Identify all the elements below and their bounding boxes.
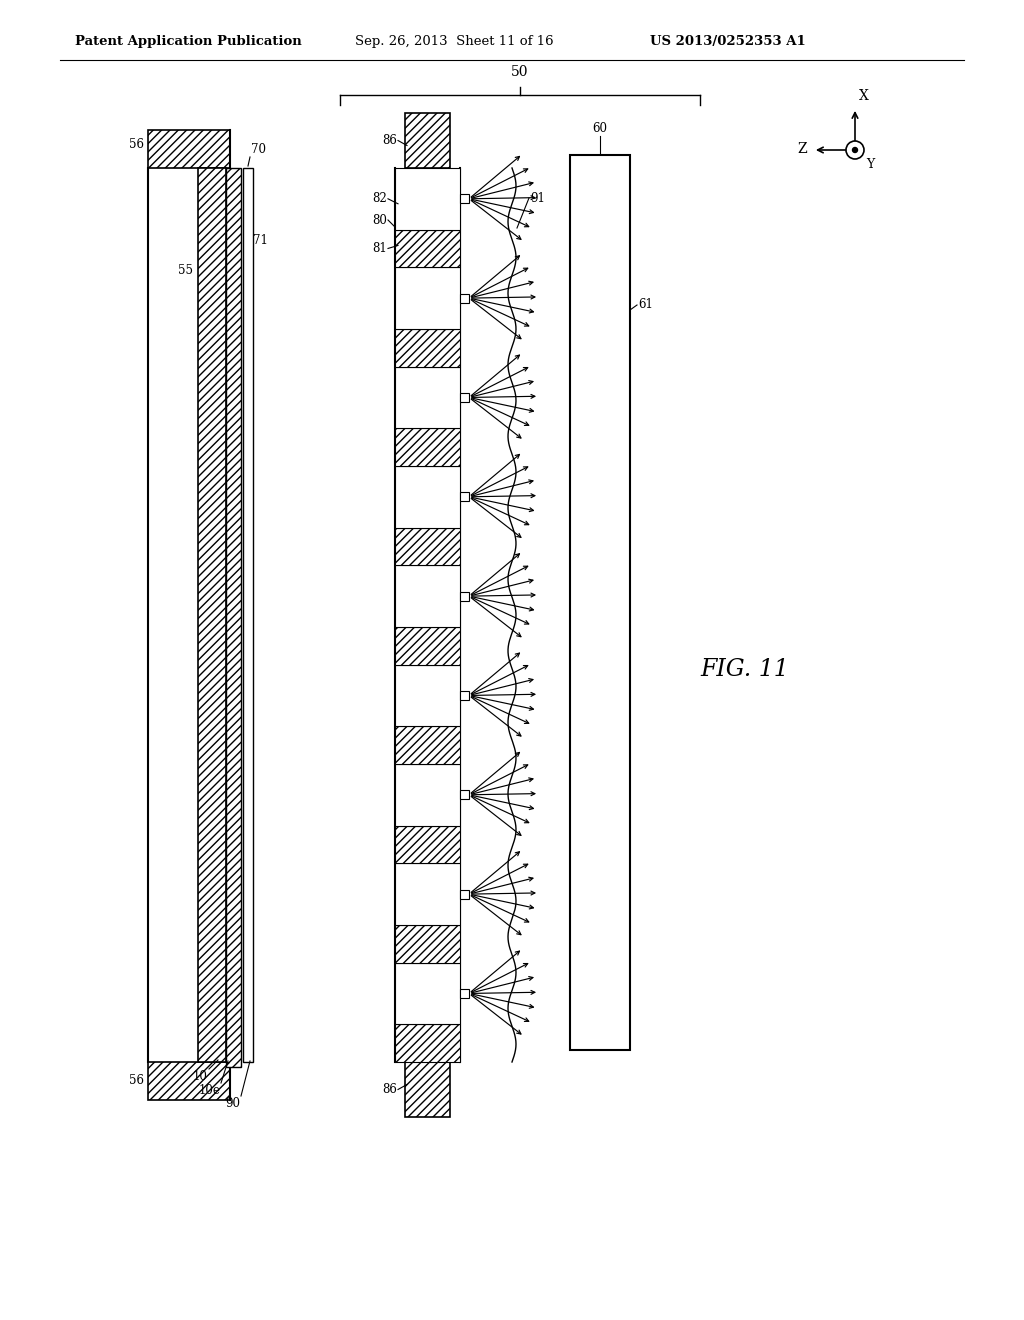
Bar — [570, 154, 630, 1049]
Bar — [198, 168, 226, 1063]
Text: Y: Y — [866, 158, 874, 172]
Bar — [460, 791, 469, 800]
Text: US 2013/0252353 A1: US 2013/0252353 A1 — [650, 36, 806, 49]
Bar — [395, 764, 460, 825]
Bar — [406, 114, 450, 168]
Bar — [460, 393, 469, 403]
Bar — [395, 230, 460, 268]
Bar — [395, 528, 460, 565]
Text: Sep. 26, 2013  Sheet 11 of 16: Sep. 26, 2013 Sheet 11 of 16 — [355, 36, 554, 49]
Bar — [395, 825, 460, 863]
Text: 80: 80 — [372, 214, 387, 227]
Bar — [460, 690, 469, 700]
Bar — [395, 329, 460, 367]
Bar — [460, 890, 469, 899]
Bar — [226, 168, 241, 1067]
Bar — [395, 726, 460, 764]
Text: 90: 90 — [225, 1097, 240, 1110]
Bar — [395, 962, 460, 1024]
Text: 86: 86 — [382, 1082, 397, 1096]
Bar — [395, 466, 460, 528]
Bar — [226, 168, 241, 1067]
Bar — [395, 825, 460, 863]
Text: 50: 50 — [511, 65, 528, 79]
Bar — [148, 1063, 230, 1100]
Bar — [148, 1063, 230, 1100]
Text: 81: 81 — [373, 242, 387, 255]
Text: 86: 86 — [382, 135, 397, 147]
Bar — [395, 268, 460, 329]
Circle shape — [846, 141, 864, 158]
Text: 91: 91 — [530, 191, 545, 205]
Bar — [395, 565, 460, 627]
Bar — [460, 194, 469, 203]
Bar — [460, 492, 469, 502]
Bar — [395, 428, 460, 466]
Text: X: X — [859, 88, 869, 103]
Bar — [395, 528, 460, 565]
Bar — [395, 925, 460, 962]
Bar — [395, 925, 460, 962]
Text: 56: 56 — [129, 1074, 144, 1088]
Text: 71: 71 — [253, 234, 268, 247]
Bar — [198, 168, 226, 1063]
Text: Z: Z — [798, 143, 807, 156]
Bar — [148, 129, 230, 168]
Bar — [395, 726, 460, 764]
Text: 56: 56 — [129, 137, 144, 150]
Bar — [148, 129, 230, 168]
Text: 70: 70 — [251, 143, 266, 156]
Text: 82: 82 — [373, 193, 387, 206]
Text: 10: 10 — [194, 1071, 208, 1082]
Text: 55: 55 — [178, 264, 193, 276]
Bar — [395, 168, 460, 230]
Bar — [395, 863, 460, 925]
Text: 60: 60 — [593, 121, 607, 135]
Text: 10e: 10e — [198, 1084, 220, 1097]
Bar — [395, 428, 460, 466]
Text: 61: 61 — [638, 298, 653, 312]
Bar — [395, 665, 460, 726]
Bar — [460, 989, 469, 998]
Bar — [395, 1024, 460, 1063]
Bar — [395, 1024, 460, 1063]
Circle shape — [853, 148, 857, 153]
Bar — [460, 293, 469, 302]
Bar — [395, 367, 460, 428]
Bar — [395, 329, 460, 367]
Bar — [395, 230, 460, 268]
Bar — [395, 627, 460, 665]
Bar — [406, 114, 450, 168]
Bar — [243, 168, 253, 1063]
Bar — [406, 1063, 450, 1117]
Bar — [395, 627, 460, 665]
Text: FIG. 11: FIG. 11 — [700, 659, 788, 681]
Bar — [406, 1063, 450, 1117]
Bar — [460, 591, 469, 601]
Text: Patent Application Publication: Patent Application Publication — [75, 36, 302, 49]
